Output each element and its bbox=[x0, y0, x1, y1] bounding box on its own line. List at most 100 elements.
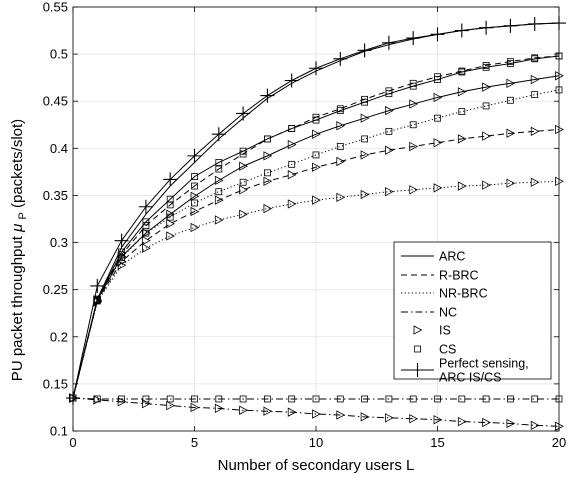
series-6 bbox=[69, 394, 563, 403]
data-point bbox=[409, 141, 419, 152]
data-point bbox=[361, 135, 369, 143]
legend-label: IS bbox=[439, 324, 451, 338]
data-point bbox=[190, 206, 200, 217]
x-tick-label: 5 bbox=[191, 435, 198, 450]
data-point bbox=[336, 143, 344, 150]
data-point bbox=[287, 139, 297, 150]
data-point bbox=[142, 218, 150, 226]
legend-marker bbox=[410, 363, 425, 377]
data-point bbox=[384, 105, 394, 116]
data-point bbox=[166, 400, 176, 411]
data-point bbox=[457, 134, 467, 144]
data-point bbox=[482, 131, 491, 141]
legend-entry: NC bbox=[401, 306, 457, 320]
data-point bbox=[530, 126, 540, 137]
data-point bbox=[141, 399, 151, 409]
data-point bbox=[409, 414, 419, 424]
data-point bbox=[239, 161, 248, 171]
legend-label-line: R-BRC bbox=[439, 269, 479, 283]
legend-label-line: CS bbox=[439, 343, 456, 357]
legend-label: Perfect sensing, ARC IS/CS bbox=[439, 357, 529, 385]
x-tick-label: 20 bbox=[552, 435, 566, 450]
y-tick-label: 0.25 bbox=[43, 282, 68, 297]
legend-label-line: IS bbox=[439, 324, 451, 338]
legend-entry: NR-BRC bbox=[401, 287, 488, 301]
legend-label-line: NC bbox=[439, 306, 457, 320]
data-point bbox=[482, 82, 491, 92]
legend-label: ARC bbox=[439, 250, 465, 264]
data-point bbox=[457, 87, 467, 97]
y-tick-label: 0.55 bbox=[43, 0, 68, 15]
legend-entry: Perfect sensing, ARC IS/CS bbox=[401, 357, 529, 385]
data-point bbox=[381, 35, 396, 50]
data-point bbox=[239, 178, 247, 186]
data-point bbox=[312, 129, 321, 139]
data-point bbox=[384, 187, 394, 197]
legend-marker bbox=[414, 345, 421, 353]
data-point bbox=[433, 138, 443, 148]
data-point bbox=[360, 113, 370, 123]
y-tick-label: 0.15 bbox=[43, 376, 68, 391]
series-line bbox=[72, 22, 560, 399]
axis-ticks: 0 5 10 15 20 0.1 0.15 0.2 0.25 0.3 0.35 0.4 0.45 0.5 0… bbox=[43, 0, 567, 450]
series-9 bbox=[72, 22, 560, 399]
data-point bbox=[166, 219, 176, 229]
y-axis-label: PU packet throughput μ P (packets/slot) bbox=[9, 119, 30, 381]
legend-label: CS bbox=[439, 343, 456, 357]
data-point bbox=[482, 417, 491, 428]
x-tick-label: 15 bbox=[430, 435, 444, 450]
data-point bbox=[409, 79, 417, 87]
data-point bbox=[138, 199, 153, 214]
data-point bbox=[434, 395, 441, 403]
data-point bbox=[385, 127, 393, 135]
data-point bbox=[457, 181, 467, 191]
data-point bbox=[312, 395, 320, 403]
data-point bbox=[187, 148, 202, 163]
data-point bbox=[190, 402, 200, 413]
data-point bbox=[90, 278, 105, 293]
data-point bbox=[409, 185, 419, 195]
data-point bbox=[384, 145, 394, 155]
series-line bbox=[72, 55, 560, 399]
data-point bbox=[482, 180, 491, 190]
data-point bbox=[312, 151, 320, 159]
data-point bbox=[214, 175, 224, 186]
y-tick-label: 0.35 bbox=[43, 188, 68, 203]
y-axis-label-subscript: P bbox=[17, 212, 29, 219]
data-point bbox=[117, 397, 127, 407]
data-point bbox=[433, 415, 443, 425]
data-point bbox=[239, 150, 247, 158]
data-point bbox=[166, 213, 174, 221]
legend-label-line: Perfect sensing, bbox=[439, 357, 529, 371]
data-point bbox=[263, 176, 273, 186]
data-point bbox=[482, 395, 490, 403]
data-point bbox=[141, 243, 151, 253]
y-tick-label: 0.45 bbox=[43, 94, 68, 109]
data-point bbox=[287, 407, 297, 417]
data-point bbox=[309, 61, 323, 76]
y-tick-label: 0.4 bbox=[50, 141, 68, 156]
y-tick-label: 0.3 bbox=[50, 235, 68, 250]
data-point bbox=[385, 87, 393, 95]
data-point bbox=[288, 160, 296, 168]
data-point bbox=[166, 201, 174, 209]
data-point bbox=[336, 410, 346, 420]
legend-label: R-BRC bbox=[439, 269, 479, 283]
data-point bbox=[215, 165, 223, 173]
data-point bbox=[263, 169, 271, 177]
data-point bbox=[191, 173, 198, 181]
legend-box bbox=[393, 241, 552, 380]
data-point bbox=[506, 96, 514, 104]
data-point bbox=[191, 199, 198, 207]
data-point bbox=[312, 113, 320, 121]
legend-label-line: NR-BRC bbox=[439, 287, 488, 301]
x-tick-label: 10 bbox=[309, 435, 323, 450]
data-point bbox=[506, 78, 516, 88]
data-point bbox=[214, 195, 224, 205]
data-point bbox=[360, 150, 370, 160]
data-point bbox=[263, 406, 273, 416]
data-point bbox=[336, 395, 344, 403]
data-point bbox=[93, 395, 103, 405]
data-point bbox=[360, 412, 370, 422]
